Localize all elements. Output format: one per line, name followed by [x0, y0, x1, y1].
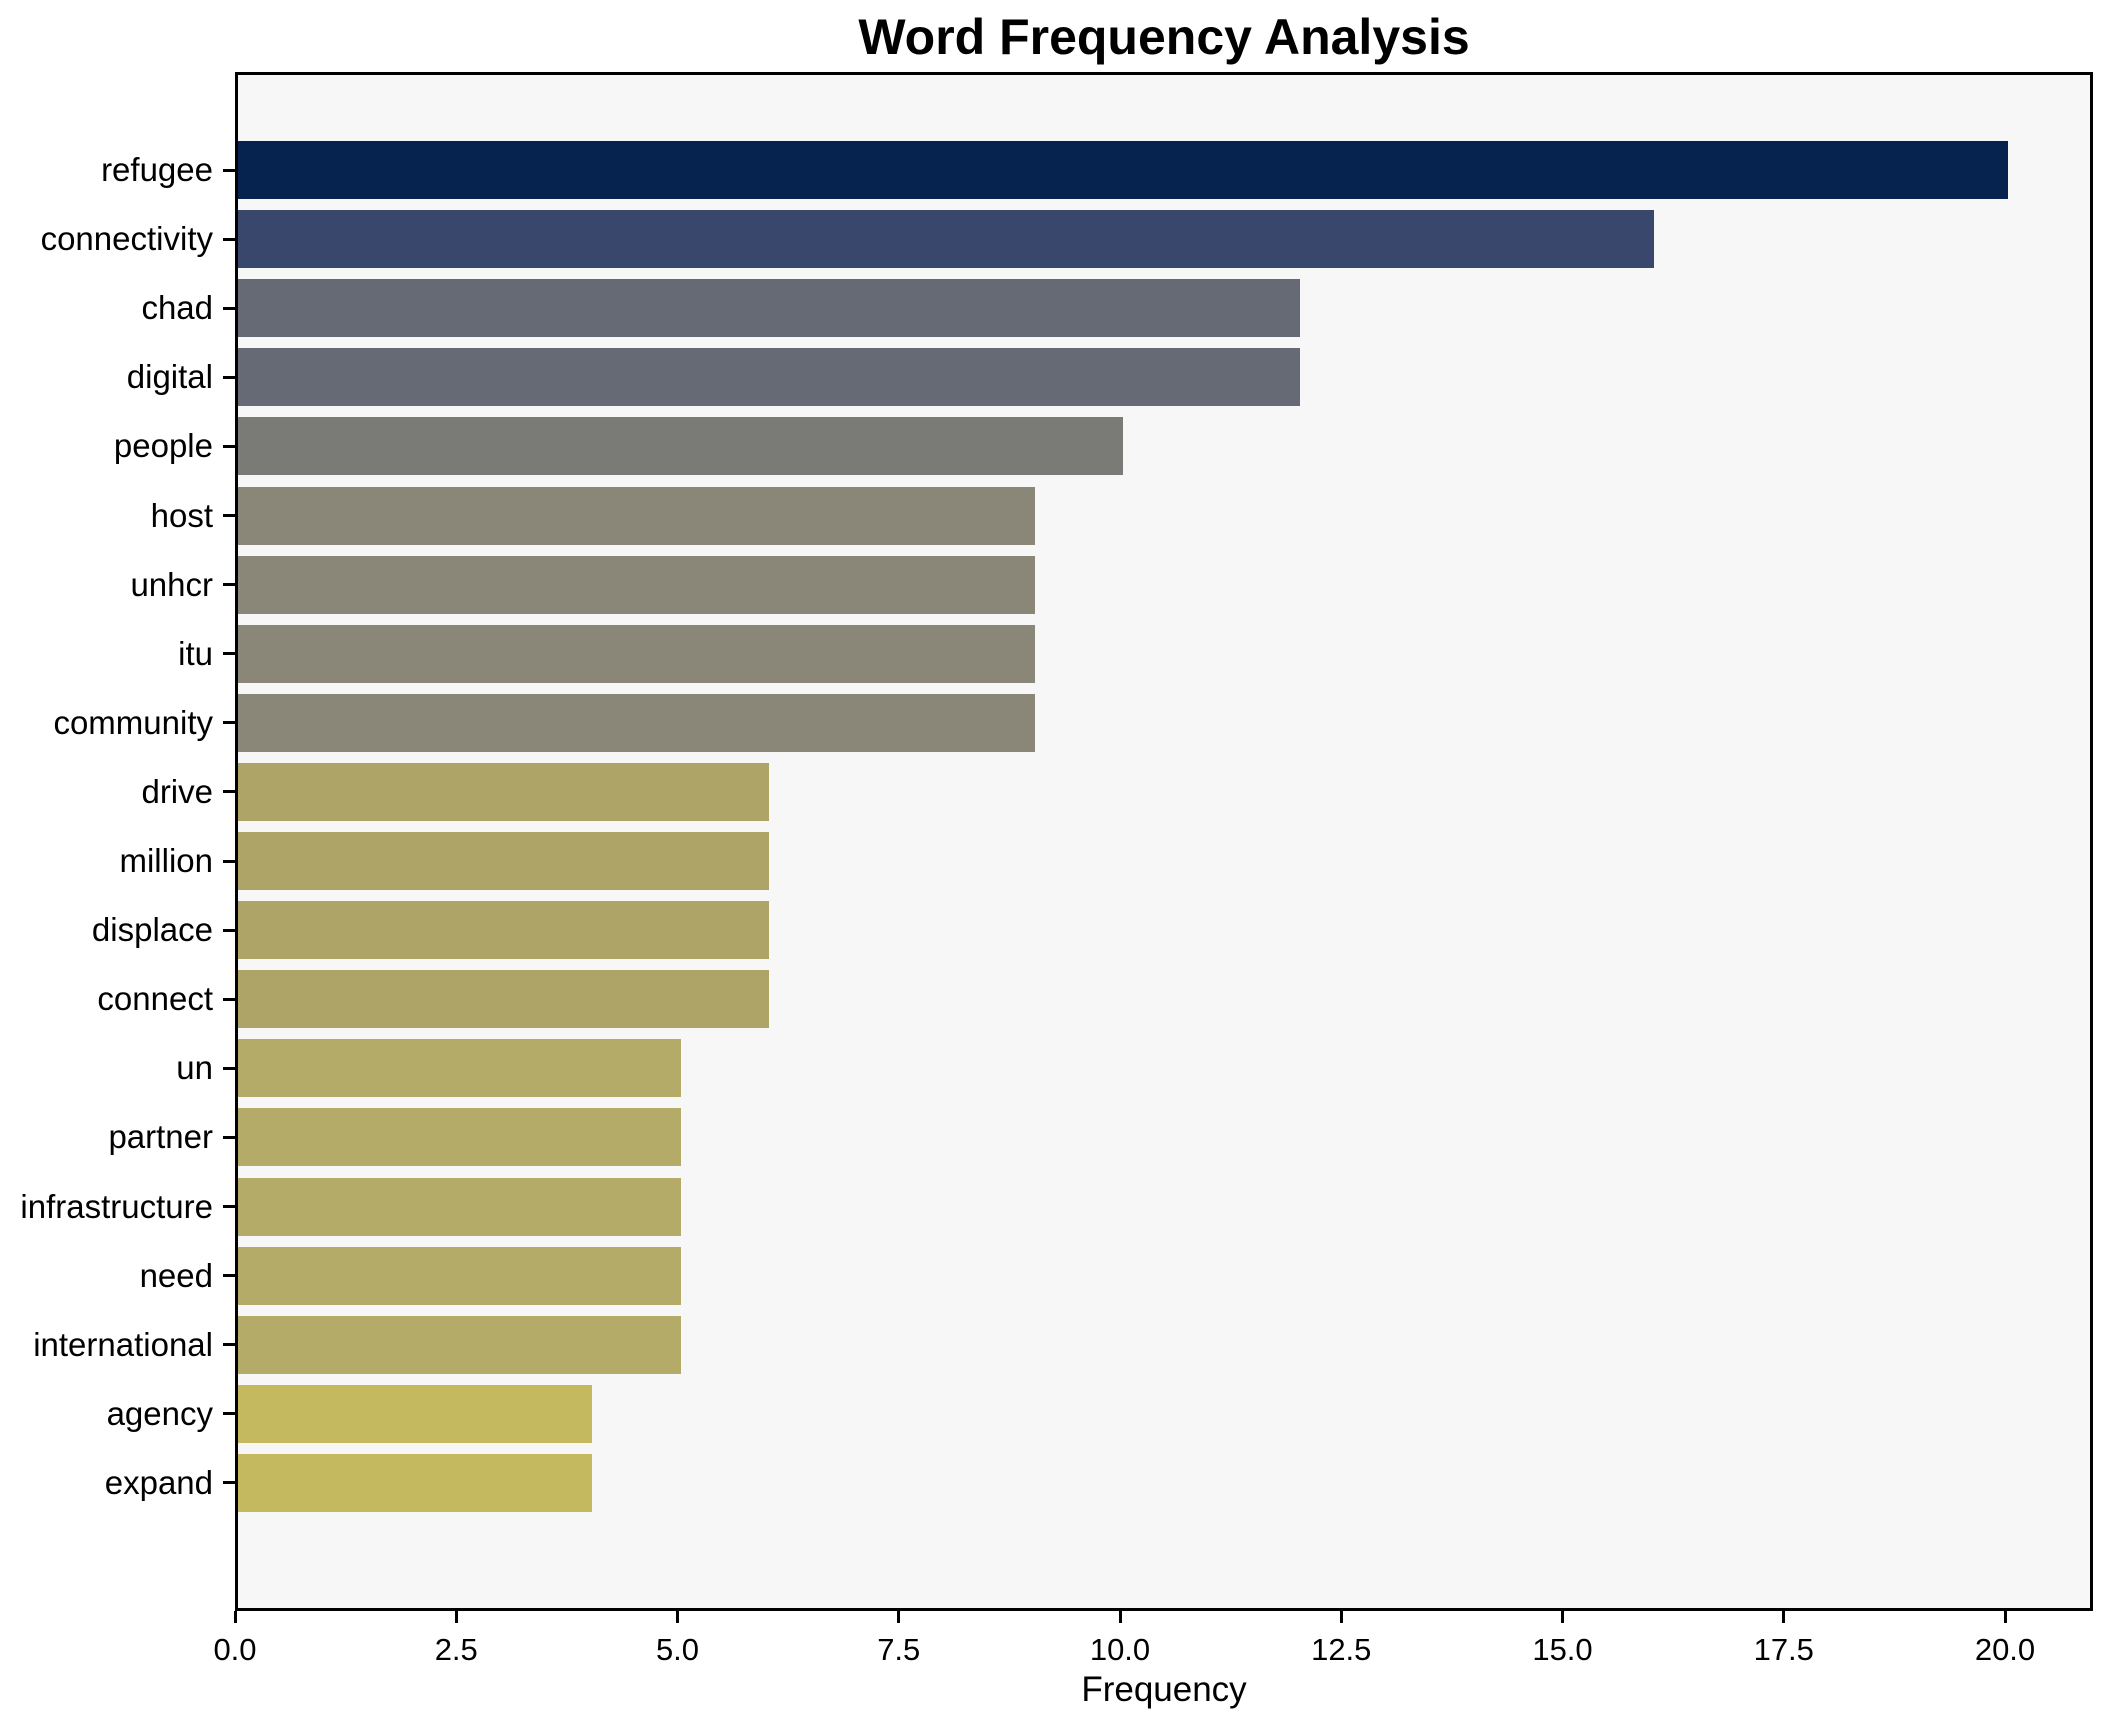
- y-tick-mark: [223, 721, 235, 725]
- y-tick-mark: [223, 997, 235, 1001]
- y-tick-mark: [223, 790, 235, 794]
- y-tick-mark: [223, 1481, 235, 1485]
- bar-connectivity: [238, 210, 1654, 269]
- x-tick-mark: [1782, 1611, 1786, 1623]
- y-tick-label-people: people: [113, 427, 213, 465]
- y-tick-label-drive: drive: [141, 772, 213, 810]
- bar-international: [238, 1315, 681, 1374]
- y-tick-mark: [223, 444, 235, 448]
- y-tick-label-host: host: [150, 496, 213, 534]
- y-tick-label-chad: chad: [141, 289, 213, 327]
- y-tick-mark: [223, 375, 235, 379]
- y-tick-label-need: need: [139, 1256, 213, 1294]
- y-tick-label-infrastructure: infrastructure: [20, 1187, 213, 1225]
- y-tick-label-connectivity: connectivity: [40, 220, 213, 258]
- bar-unhcr: [238, 555, 1035, 614]
- x-tick-mark: [1118, 1611, 1122, 1623]
- y-tick-label-international: international: [33, 1325, 213, 1363]
- y-tick-mark: [223, 1343, 235, 1347]
- y-tick-mark: [223, 928, 235, 932]
- bar-chad: [238, 279, 1300, 338]
- y-tick-mark: [223, 859, 235, 863]
- y-tick-label-community: community: [53, 703, 213, 741]
- y-tick-mark: [223, 583, 235, 587]
- bar-agency: [238, 1384, 592, 1443]
- y-tick-label-connect: connect: [97, 980, 213, 1018]
- y-tick-mark: [223, 1066, 235, 1070]
- y-tick-mark: [223, 1274, 235, 1278]
- x-tick-label-17.5: 17.5: [1753, 1632, 1814, 1667]
- x-tick-mark: [233, 1611, 237, 1623]
- bar-million: [238, 832, 769, 891]
- x-tick-label-2.5: 2.5: [434, 1632, 478, 1667]
- x-tick-label-0.0: 0.0: [213, 1632, 257, 1667]
- y-tick-label-expand: expand: [104, 1463, 213, 1501]
- y-tick-mark: [223, 237, 235, 241]
- bar-drive: [238, 762, 769, 821]
- bar-infrastructure: [238, 1177, 681, 1236]
- x-tick-label-20.0: 20.0: [1974, 1632, 2036, 1667]
- bar-host: [238, 486, 1035, 545]
- y-tick-label-million: million: [119, 842, 213, 880]
- plot-area: [235, 72, 2093, 1611]
- chart-title: Word Frequency Analysis: [858, 9, 1470, 65]
- y-tick-label-itu: itu: [178, 634, 213, 672]
- x-tick-label-7.5: 7.5: [877, 1632, 921, 1667]
- y-tick-label-unhcr: unhcr: [130, 565, 213, 603]
- bar-digital: [238, 348, 1300, 407]
- y-tick-mark: [223, 168, 235, 172]
- x-tick-label-12.5: 12.5: [1311, 1632, 1372, 1667]
- x-tick-mark: [1339, 1611, 1343, 1623]
- bar-itu: [238, 624, 1035, 683]
- bar-need: [238, 1246, 681, 1305]
- bar-partner: [238, 1108, 681, 1167]
- y-tick-mark: [223, 652, 235, 656]
- y-tick-label-displace: displace: [91, 911, 213, 949]
- y-tick-label-partner: partner: [108, 1118, 213, 1156]
- bar-connect: [238, 970, 769, 1029]
- y-tick-label-agency: agency: [106, 1394, 213, 1432]
- y-tick-mark: [223, 306, 235, 310]
- bar-people: [238, 417, 1123, 476]
- x-tick-mark: [2003, 1611, 2007, 1623]
- y-tick-mark: [223, 1412, 235, 1416]
- bar-un: [238, 1039, 681, 1098]
- x-tick-label-15.0: 15.0: [1532, 1632, 1593, 1667]
- bar-expand: [238, 1453, 592, 1512]
- y-tick-label-un: un: [176, 1049, 213, 1087]
- bar-displace: [238, 901, 769, 960]
- y-tick-mark: [223, 1205, 235, 1209]
- y-tick-mark: [223, 514, 235, 518]
- x-tick-mark: [676, 1611, 679, 1623]
- y-tick-label-digital: digital: [126, 358, 213, 396]
- x-axis-label: Frequency: [1081, 1670, 1247, 1709]
- x-tick-label-5.0: 5.0: [655, 1632, 700, 1667]
- y-tick-mark: [223, 1135, 235, 1139]
- bar-community: [238, 693, 1035, 752]
- x-tick-mark: [454, 1611, 458, 1623]
- x-tick-label-10.0: 10.0: [1089, 1632, 1151, 1667]
- x-tick-mark: [897, 1611, 901, 1623]
- x-tick-mark: [1561, 1611, 1564, 1623]
- bar-refugee: [238, 141, 2008, 199]
- y-tick-label-refugee: refugee: [101, 151, 213, 188]
